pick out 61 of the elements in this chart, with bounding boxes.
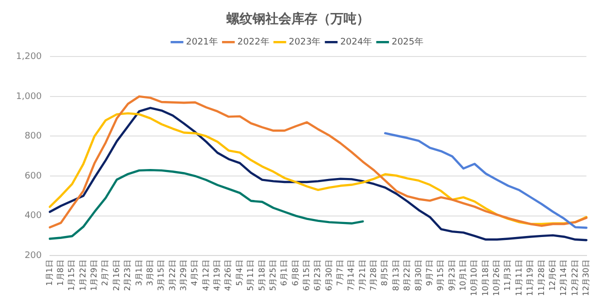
x-tick-label: 11月11日 (514, 260, 524, 296)
x-tick-label: 3月29日 (179, 260, 188, 291)
x-tick-label: 10月26日 (492, 260, 502, 296)
x-tick-label: 9月7日 (424, 260, 434, 286)
x-tick-label: 1月1日 (44, 260, 54, 286)
x-tick-label: 4月12日 (201, 260, 210, 291)
x-tick-label: 2月16日 (112, 260, 121, 291)
x-tick-label: 3月1日 (134, 260, 144, 286)
x-tick-label: 7月14日 (346, 260, 356, 291)
x-tick-label: 6月15日 (302, 260, 311, 291)
x-tick-label: 1月29日 (90, 260, 99, 291)
x-tick-label: 12月14日 (559, 260, 568, 296)
y-tick-label: 800 (24, 132, 42, 142)
x-tick-label: 8月13日 (391, 260, 400, 291)
x-tick-label: 3月22日 (168, 260, 177, 291)
x-tick-label: 12月30日 (581, 260, 590, 296)
x-tick-label: 2月23日 (123, 260, 132, 291)
x-tick-label: 11月28日 (536, 260, 546, 296)
x-tick-label: 6月1日 (280, 260, 289, 286)
legend-label: 2021年 (186, 36, 218, 48)
legend-label: 2025年 (392, 36, 424, 48)
y-tick-label: 1,200 (16, 52, 42, 62)
x-tick-label: 11月19日 (526, 260, 535, 296)
x-tick-label: 7月28日 (369, 260, 378, 291)
x-tick-label: 11月3日 (503, 260, 512, 291)
x-tick-label: 6月8日 (290, 260, 300, 286)
x-tick-label: 4月19日 (212, 260, 222, 291)
x-tick-label: 6月30日 (324, 260, 334, 291)
x-tick-label: 5月11日 (246, 260, 256, 291)
x-tick-label: 1月15日 (67, 260, 76, 291)
x-tick-label: 7月7日 (336, 260, 345, 286)
x-tick-label: 10月10日 (470, 260, 479, 296)
x-tick-label: 3月8日 (145, 260, 154, 286)
y-tick-label: 200 (24, 250, 42, 261)
x-tick-label: 1月22日 (78, 260, 88, 291)
y-tick-label: 600 (24, 171, 42, 182)
y-tick-label: 1,000 (16, 92, 42, 102)
x-tick-label: 10月1日 (458, 260, 468, 291)
y-tick-label: 400 (24, 211, 42, 222)
x-tick-label: 9月15日 (436, 260, 446, 291)
x-tick-label: 5月25日 (268, 260, 278, 291)
x-tick-label: 8月30日 (414, 260, 423, 291)
x-tick-label: 6月23日 (313, 260, 322, 291)
x-tick-label: 4月26日 (224, 260, 233, 291)
legend-label: 2024年 (340, 36, 372, 48)
x-tick-label: 10月18日 (480, 260, 490, 296)
x-tick-label: 5月4日 (234, 260, 244, 286)
x-tick-label: 8月5日 (380, 260, 390, 286)
x-tick-label: 9月23日 (447, 260, 456, 291)
x-tick-label: 4月5日 (190, 260, 200, 286)
legend-label: 2022年 (237, 36, 270, 48)
x-tick-label: 5月18日 (257, 260, 266, 291)
x-tick-label: 7月21日 (358, 260, 367, 291)
legend-label: 2023年 (288, 36, 321, 48)
x-tick-label: 8月22日 (402, 260, 412, 291)
x-tick-label: 12月6日 (548, 260, 557, 291)
x-tick-label: 3月15日 (156, 260, 166, 291)
x-tick-label: 2月7日 (100, 260, 110, 286)
x-tick-label: 1月8日 (56, 260, 66, 286)
x-tick-label: 12月22日 (570, 260, 580, 296)
chart-title: 螺纹钢社会库存（万吨） (226, 11, 370, 28)
